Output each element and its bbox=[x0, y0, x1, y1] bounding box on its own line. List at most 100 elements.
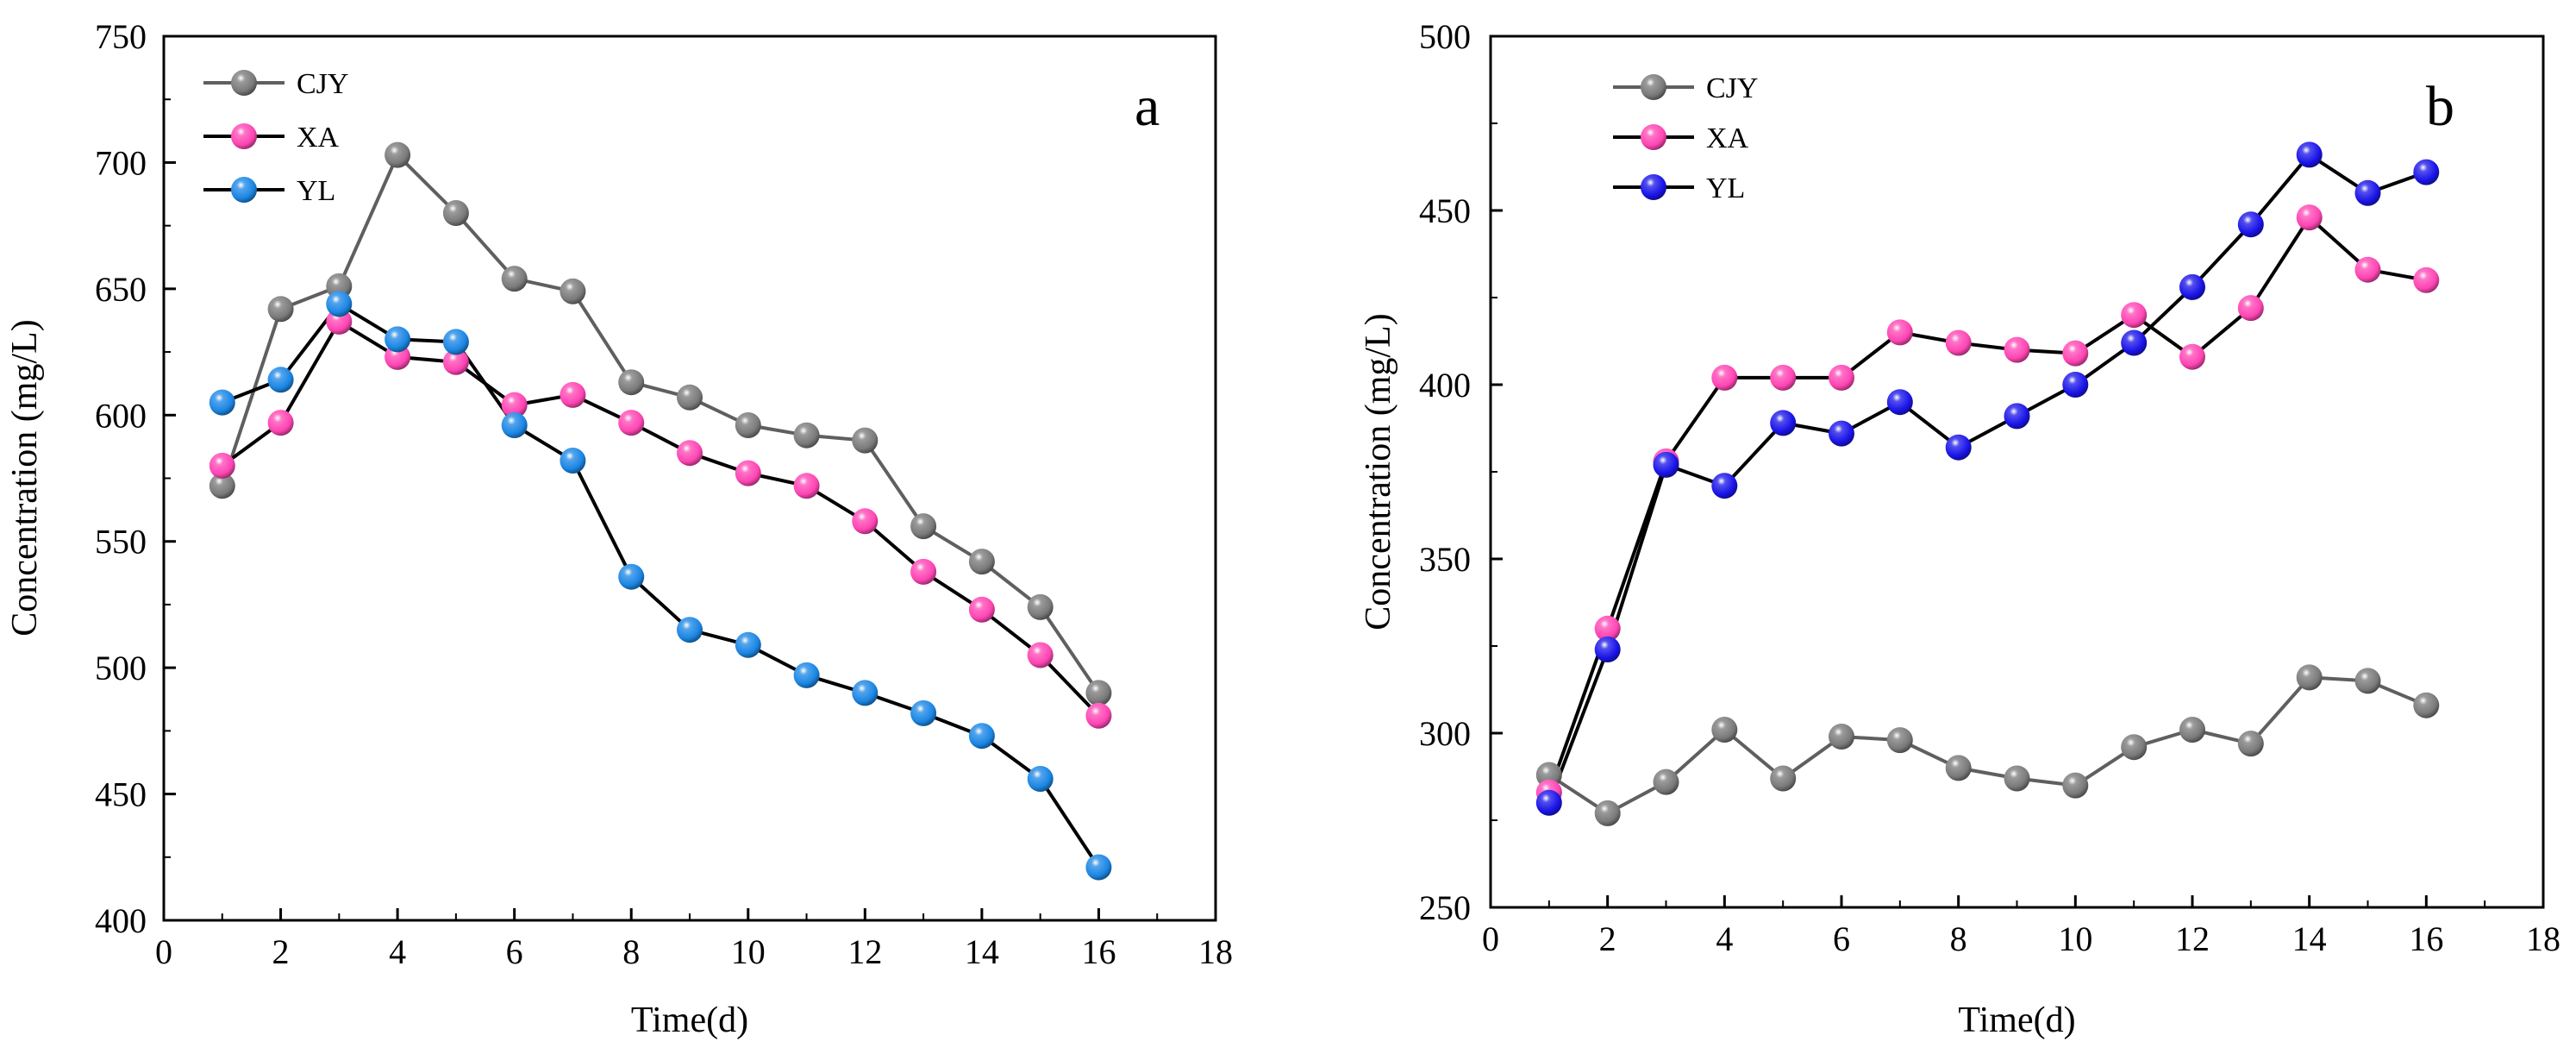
data-point-yl bbox=[910, 700, 937, 726]
legend-marker-yl bbox=[231, 177, 257, 203]
data-point-cjy bbox=[1711, 717, 1738, 743]
data-point-xa bbox=[677, 440, 703, 467]
x-tick-label: 0 bbox=[1482, 919, 1499, 958]
data-point-yl bbox=[2062, 372, 2089, 398]
x-tick-label: 14 bbox=[2292, 919, 2327, 958]
data-point-yl bbox=[2121, 329, 2148, 356]
x-axis-title: Time(d) bbox=[1958, 1001, 2075, 1040]
data-point-xa bbox=[501, 392, 528, 418]
data-point-xa bbox=[1770, 364, 1797, 391]
legend-label-yl: YL bbox=[297, 175, 335, 207]
y-axis-title: Concentration (mg/L) bbox=[1359, 313, 1398, 630]
data-point-yl bbox=[326, 291, 353, 317]
data-point-xa bbox=[2179, 343, 2205, 370]
data-point-cjy bbox=[793, 422, 820, 449]
y-tick-label: 700 bbox=[95, 143, 147, 182]
data-point-cjy bbox=[2062, 772, 2089, 799]
x-tick-label: 0 bbox=[155, 932, 172, 971]
legend-marker-cjy bbox=[231, 70, 257, 96]
legend-marker-cjy bbox=[1641, 74, 1666, 100]
data-point-cjy bbox=[560, 278, 586, 304]
data-point-xa bbox=[2237, 295, 2264, 322]
x-tick-label: 6 bbox=[1833, 919, 1850, 958]
data-point-yl bbox=[1886, 389, 1913, 416]
legend-label-yl: YL bbox=[1706, 173, 1745, 204]
data-point-xa bbox=[2354, 256, 2381, 283]
data-point-cjy bbox=[618, 369, 645, 396]
data-point-xa bbox=[326, 308, 353, 335]
x-tick-label: 8 bbox=[622, 932, 640, 971]
data-point-xa bbox=[735, 460, 761, 486]
data-point-yl bbox=[735, 631, 761, 658]
x-tick-label: 10 bbox=[731, 932, 766, 971]
data-point-xa bbox=[910, 558, 937, 585]
data-point-xa bbox=[1829, 364, 1854, 391]
y-tick-label: 450 bbox=[95, 775, 147, 814]
y-tick-label: 400 bbox=[95, 901, 147, 940]
data-point-cjy bbox=[1770, 765, 1797, 792]
data-point-cjy bbox=[385, 141, 411, 168]
chart-panel-b: 0 2 4 6 8 10 12 14 16 18 250 300 350 400 450 500 Time(d)… bbox=[1359, 17, 2560, 1040]
data-point-xa bbox=[968, 596, 995, 623]
data-point-yl bbox=[968, 723, 995, 750]
data-point-yl bbox=[852, 680, 878, 706]
legend-label-xa: XA bbox=[1706, 122, 1749, 154]
data-point-xa bbox=[2062, 340, 2089, 367]
data-point-cjy bbox=[1945, 755, 1972, 781]
series-line-xa bbox=[221, 319, 1100, 718]
data-point-cjy bbox=[1085, 680, 1112, 706]
data-point-xa bbox=[2004, 336, 2030, 363]
data-point-yl bbox=[1653, 451, 1679, 478]
data-point-xa bbox=[442, 348, 469, 375]
x-tick-label: 2 bbox=[1599, 919, 1616, 958]
data-point-yl bbox=[209, 389, 235, 416]
y-tick-label: 300 bbox=[1419, 714, 1471, 753]
x-tick-label: 14 bbox=[965, 932, 999, 971]
data-point-xa bbox=[2121, 302, 2148, 329]
data-point-cjy bbox=[2354, 668, 2381, 694]
data-point-xa bbox=[209, 452, 235, 479]
data-point-yl bbox=[618, 563, 645, 590]
series-line-xa bbox=[1547, 216, 2427, 794]
chart-panel-a: 0 2 4 6 8 10 12 14 16 18 400 450 500 550 600 650 700 750 T… bbox=[5, 17, 1233, 1040]
data-point-yl bbox=[2354, 179, 2381, 206]
data-point-yl bbox=[1945, 434, 1972, 461]
data-point-cjy bbox=[2179, 717, 2205, 743]
x-tick-label: 16 bbox=[1081, 932, 1116, 971]
y-tick-label: 500 bbox=[95, 649, 147, 687]
legend-marker-yl bbox=[1641, 174, 1666, 200]
data-point-yl bbox=[442, 329, 469, 355]
data-point-cjy bbox=[501, 266, 528, 292]
data-point-xa bbox=[560, 381, 586, 408]
y-tick-label: 550 bbox=[95, 523, 147, 562]
data-point-cjy bbox=[2296, 664, 2323, 691]
data-point-yl bbox=[267, 367, 294, 393]
data-point-yl bbox=[501, 412, 528, 438]
data-point-cjy bbox=[209, 473, 235, 499]
data-point-yl bbox=[560, 448, 586, 474]
data-point-yl bbox=[1829, 420, 1854, 447]
panel-letter: b bbox=[2426, 75, 2454, 138]
data-point-cjy bbox=[968, 549, 995, 575]
data-point-yl bbox=[385, 326, 411, 353]
x-tick-label: 12 bbox=[2175, 919, 2210, 958]
data-point-yl bbox=[677, 617, 703, 643]
data-point-xa bbox=[2413, 267, 2440, 293]
data-point-yl bbox=[1711, 473, 1738, 499]
data-point-yl bbox=[2413, 159, 2440, 185]
x-tick-label: 6 bbox=[506, 932, 523, 971]
data-point-cjy bbox=[910, 513, 937, 540]
x-tick-label: 12 bbox=[847, 932, 882, 971]
data-point-xa bbox=[618, 410, 645, 436]
data-point-yl bbox=[1594, 637, 1621, 662]
y-tick-label: 250 bbox=[1419, 888, 1471, 927]
data-point-cjy bbox=[1886, 727, 1913, 754]
data-point-yl bbox=[1535, 789, 1562, 816]
data-point-xa bbox=[385, 343, 411, 370]
data-point-yl bbox=[793, 662, 820, 688]
x-tick-label: 4 bbox=[389, 932, 406, 971]
data-point-cjy bbox=[2121, 734, 2148, 761]
panel-letter: a bbox=[1135, 75, 1160, 138]
series-line-yl bbox=[222, 302, 1101, 869]
series-line-yl bbox=[1547, 153, 2427, 804]
